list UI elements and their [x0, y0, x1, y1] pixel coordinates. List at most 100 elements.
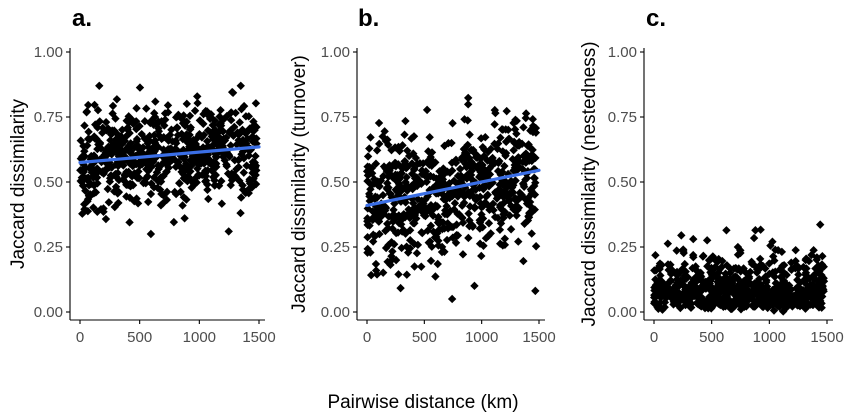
data-point	[239, 168, 248, 177]
data-point	[398, 141, 407, 150]
data-point	[77, 173, 87, 182]
data-point	[426, 221, 436, 230]
data-point	[512, 129, 521, 139]
data-point	[493, 139, 503, 148]
data-point	[387, 193, 396, 202]
data-point	[679, 245, 688, 254]
data-point	[447, 294, 457, 304]
data-point	[517, 139, 527, 149]
data-point	[506, 201, 516, 211]
data-point	[204, 154, 213, 164]
data-point	[413, 240, 423, 250]
data-point	[241, 188, 250, 198]
scatter-panel-2: b. 0.00 0.25 0.50 0.75 1.00 0 500 1000 1500 Jaccar…	[289, 5, 556, 346]
scatter-panel-1: a. 0.00 0.25 0.50 0.75 1.00 0 500 1000 1500 Jaccar…	[8, 5, 276, 346]
data-point	[395, 180, 404, 190]
data-point	[465, 162, 475, 171]
data-point	[428, 211, 438, 220]
data-point	[459, 173, 468, 183]
data-point	[687, 299, 696, 309]
data-point	[385, 189, 394, 198]
data-point	[209, 158, 218, 167]
data-point	[199, 130, 209, 140]
data-point	[83, 134, 93, 144]
data-point	[370, 231, 380, 241]
data-point	[526, 143, 535, 152]
data-point	[747, 287, 757, 297]
data-point	[236, 208, 245, 218]
data-point	[763, 302, 773, 311]
y-tick-label: 0.25	[321, 239, 350, 256]
data-point	[109, 140, 119, 150]
data-point	[819, 262, 828, 271]
data-point	[402, 242, 411, 251]
data-point	[95, 81, 104, 90]
data-point	[108, 101, 118, 111]
data-point	[135, 83, 145, 92]
data-point	[123, 180, 133, 190]
data-point	[712, 284, 721, 294]
data-point	[808, 272, 818, 281]
data-point	[84, 127, 93, 137]
data-point	[434, 241, 443, 250]
data-point	[739, 291, 748, 300]
data-point	[708, 290, 718, 299]
data-point	[378, 132, 387, 141]
data-point	[193, 92, 202, 101]
data-point	[115, 150, 124, 159]
x-tick-label: 500	[127, 329, 152, 346]
data-point	[171, 162, 181, 172]
data-point	[672, 246, 681, 255]
data-point	[453, 171, 463, 181]
data-point	[761, 287, 771, 297]
data-point	[206, 110, 216, 119]
data-point	[529, 173, 539, 183]
y-tick-label: 1.00	[608, 44, 637, 61]
data-point	[801, 254, 811, 263]
data-point	[142, 136, 151, 145]
data-point	[509, 166, 518, 175]
y-tick-label: 0.00	[321, 304, 350, 321]
data-point	[664, 265, 673, 275]
data-point	[493, 144, 502, 154]
data-point	[718, 256, 727, 266]
data-point	[82, 108, 91, 117]
data-point	[227, 108, 236, 117]
data-point	[760, 294, 769, 304]
data-point	[651, 251, 660, 260]
data-point	[378, 268, 388, 277]
data-point	[782, 280, 791, 289]
data-points	[649, 220, 829, 316]
data-point	[103, 158, 113, 167]
data-point	[661, 294, 671, 303]
data-point	[777, 299, 787, 309]
data-point	[497, 205, 506, 214]
data-point	[84, 163, 94, 172]
data-point	[434, 179, 444, 188]
data-point	[409, 218, 418, 228]
data-point	[93, 105, 103, 115]
data-point	[398, 162, 408, 171]
data-point	[223, 169, 233, 178]
data-point	[727, 298, 737, 307]
data-point	[180, 214, 189, 223]
data-point	[498, 241, 507, 250]
data-point	[521, 113, 530, 123]
data-point	[755, 286, 765, 296]
data-point	[465, 153, 474, 163]
data-point	[410, 174, 420, 183]
data-point	[425, 160, 434, 170]
data-point	[101, 214, 111, 224]
data-point	[169, 217, 179, 227]
data-point	[677, 231, 686, 240]
data-point	[135, 121, 144, 131]
data-point	[179, 111, 188, 120]
data-point	[413, 159, 422, 169]
y-axis-title: Jaccard dissimilarity	[8, 99, 29, 269]
data-point	[819, 277, 829, 286]
data-point	[481, 192, 491, 201]
data-point	[470, 161, 479, 170]
x-tick-label: 0	[363, 329, 371, 346]
data-point	[160, 115, 170, 124]
data-point	[217, 199, 227, 208]
